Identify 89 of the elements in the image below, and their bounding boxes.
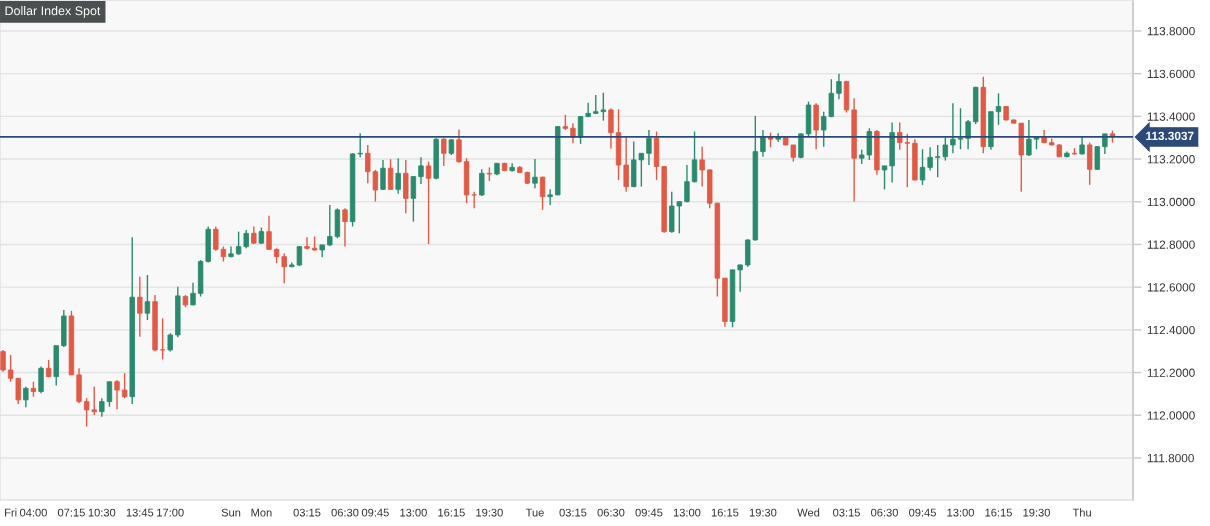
x-tick-label: Tue	[525, 508, 544, 517]
candlestick	[995, 92, 1002, 126]
x-tick-label: 06:30	[331, 508, 359, 517]
x-tick-label: 07:15	[57, 508, 85, 517]
chart-title: Dollar Index Spot	[5, 6, 101, 18]
candlestick	[471, 191, 477, 210]
candlestick	[760, 129, 766, 158]
x-tick-label: 10:30	[88, 508, 116, 517]
y-tick-label: 113.0000	[1147, 197, 1195, 207]
candlestick	[547, 188, 553, 206]
x-tick-label: 19:30	[476, 508, 503, 517]
candlestick	[646, 129, 652, 166]
candlestick	[410, 175, 417, 223]
y-tick-label: 113.4000	[1147, 112, 1195, 121]
x-tick-label: 06:30	[871, 508, 898, 517]
candlestick	[395, 157, 401, 195]
x-tick-label: Wed	[797, 508, 820, 517]
x-tick-label: 13:45	[126, 508, 154, 517]
candlestick	[167, 332, 173, 353]
candlestick	[699, 145, 705, 188]
x-tick-label: 16:15	[438, 508, 465, 517]
candlestick	[570, 122, 576, 144]
candlestick	[798, 132, 804, 159]
y-tick-label: 111.8000	[1147, 453, 1194, 463]
candlestick	[380, 159, 386, 191]
x-tick-label: 09:45	[909, 508, 936, 517]
x-tick-label: 09:45	[361, 508, 389, 517]
candlestick	[585, 101, 591, 118]
y-tick-label: 113.6000	[1147, 69, 1195, 79]
y-tick-label: 112.8000	[1147, 240, 1195, 249]
candlestick	[881, 165, 888, 191]
candlestick	[159, 317, 166, 361]
candlestick	[304, 236, 310, 251]
x-tick-label: Fri	[5, 508, 17, 517]
candlestick	[1094, 145, 1100, 171]
candlestick	[266, 214, 272, 251]
y-tick-label: 112.0000	[1147, 411, 1195, 420]
y-tick-label: 112.2000	[1147, 368, 1195, 377]
candlestick	[456, 128, 462, 164]
candlestick	[1026, 119, 1032, 157]
candlestick	[425, 160, 432, 245]
candlestick	[190, 281, 196, 306]
candlestick	[387, 158, 394, 191]
candlestick	[927, 146, 933, 172]
candlestick	[950, 102, 956, 154]
x-tick-label: 03:15	[293, 508, 321, 517]
candlestick	[0, 349, 6, 373]
candlestick	[441, 137, 447, 167]
candlestick	[539, 175, 546, 211]
x-tick-label: 03:15	[833, 508, 860, 517]
candlestick	[965, 119, 971, 150]
candlestick	[532, 158, 538, 189]
candlestick	[684, 164, 690, 204]
candlestick	[137, 275, 143, 338]
y-tick-label: 112.4000	[1147, 325, 1195, 335]
x-tick-label: 06:30	[597, 508, 625, 517]
x-tick-label: Thu	[1072, 508, 1091, 517]
candlestick	[737, 263, 743, 293]
candlestick	[919, 148, 926, 186]
x-tick-label: 13:00	[947, 508, 974, 517]
x-tick-label: 16:15	[985, 508, 1012, 517]
y-tick-label: 112.6000	[1147, 283, 1195, 292]
x-tick-label: 19:30	[749, 508, 777, 517]
candlestick	[23, 385, 29, 409]
candlestick	[418, 156, 424, 185]
y-tick-label: 113.2000	[1147, 155, 1195, 164]
candlestick	[144, 274, 151, 321]
candlestick	[114, 379, 120, 410]
candlestick	[342, 207, 348, 248]
candlestick	[957, 107, 964, 150]
x-tick-label: 13:00	[400, 508, 427, 517]
candlestick	[691, 130, 698, 184]
candlestick	[836, 73, 842, 100]
candlestick	[623, 135, 629, 193]
candlestick	[479, 168, 485, 197]
x-tick-label: Mon	[251, 508, 272, 517]
x-tick-label: 17:00	[157, 508, 184, 517]
candlestick	[121, 372, 128, 399]
ref-line-label: 113.3037	[1146, 131, 1194, 141]
x-tick-label: Sun	[221, 508, 241, 517]
candlestick	[608, 107, 614, 150]
y-tick-label: 113.8000	[1147, 26, 1195, 36]
x-tick-label: 03:15	[559, 508, 587, 517]
x-tick-label: 04:00	[19, 508, 47, 517]
x-tick-label: 19:30	[1023, 508, 1050, 517]
candlestick	[38, 365, 44, 394]
x-tick-label: 13:00	[673, 508, 701, 517]
x-tick-label: 16:15	[711, 508, 739, 517]
x-tick-label: 09:45	[635, 508, 663, 517]
